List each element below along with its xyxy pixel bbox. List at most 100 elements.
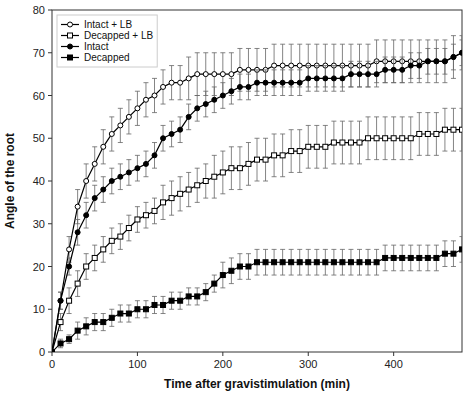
legend-label: Decapped + LB — [84, 30, 154, 41]
y-tick-label: 80 — [33, 4, 45, 16]
error-bar — [460, 237, 463, 263]
point — [126, 311, 131, 316]
point — [383, 255, 388, 260]
point — [178, 191, 183, 196]
x-tick-label: 300 — [299, 358, 317, 370]
error-bar — [263, 249, 268, 275]
point — [186, 187, 191, 192]
point — [306, 76, 311, 81]
error-bar — [417, 53, 422, 79]
error-bar — [143, 83, 148, 117]
y-tick-label: 60 — [33, 90, 45, 102]
error-bar — [331, 249, 336, 275]
error-bar — [442, 40, 447, 83]
legend-box — [57, 15, 157, 67]
legend-marker — [68, 55, 73, 60]
point — [451, 55, 456, 60]
point — [383, 136, 388, 141]
point — [280, 260, 285, 265]
error-bar — [272, 44, 277, 87]
point — [75, 328, 80, 333]
point — [101, 187, 106, 192]
series-line — [52, 249, 462, 352]
point — [58, 298, 63, 303]
point — [237, 264, 242, 269]
point — [297, 260, 302, 265]
error-bar — [289, 44, 294, 87]
error-bar — [246, 48, 251, 91]
error-bar — [280, 249, 285, 275]
error-bar — [374, 117, 379, 160]
error-bar — [169, 292, 174, 309]
point — [212, 97, 217, 102]
point — [289, 260, 294, 265]
error-bar — [237, 48, 242, 91]
point — [58, 320, 63, 325]
point — [460, 247, 463, 252]
point — [75, 204, 80, 209]
point — [195, 294, 200, 299]
error-bar — [169, 181, 174, 215]
point — [220, 273, 225, 278]
point — [229, 166, 234, 171]
point — [331, 76, 336, 81]
x-tick — [52, 352, 53, 356]
error-bar — [101, 237, 106, 263]
point — [195, 106, 200, 111]
point — [255, 260, 260, 265]
point — [52, 350, 55, 353]
point — [195, 183, 200, 188]
point — [366, 72, 371, 77]
point — [67, 337, 72, 342]
error-bar — [442, 108, 447, 151]
error-bar — [425, 48, 430, 74]
y-tick-label: 20 — [33, 261, 45, 273]
point — [374, 72, 379, 77]
error-bar — [383, 40, 388, 83]
error-bar — [126, 160, 131, 186]
error-bar — [126, 215, 131, 241]
point — [272, 80, 277, 85]
error-bar — [280, 44, 285, 87]
error-bar — [92, 147, 97, 181]
point — [220, 93, 225, 98]
error-bar — [109, 168, 114, 194]
error-bar — [186, 104, 191, 130]
error-bar — [101, 130, 106, 164]
error-bar — [143, 151, 148, 177]
point — [246, 161, 251, 166]
point — [442, 59, 447, 64]
point — [289, 80, 294, 85]
point — [67, 298, 72, 303]
error-bar — [289, 70, 294, 96]
error-bar — [84, 202, 89, 228]
x-axis-label: Time after gravistimulation (min) — [164, 377, 350, 391]
x-tick — [137, 352, 138, 356]
point — [280, 153, 285, 158]
error-bar — [434, 245, 439, 271]
error-bar — [314, 125, 319, 168]
y-tick — [48, 181, 52, 182]
chart: 010020030040001020304050607080Time after… — [0, 0, 474, 396]
point — [434, 131, 439, 136]
error-bar — [84, 254, 89, 280]
error-bar — [391, 245, 396, 271]
error-bar — [135, 207, 140, 233]
point — [152, 153, 157, 158]
point — [229, 268, 234, 273]
point — [101, 320, 106, 325]
point — [118, 174, 123, 179]
error-bar — [92, 314, 97, 331]
error-bar — [75, 190, 80, 224]
error-bar — [434, 48, 439, 74]
point — [237, 67, 242, 72]
error-bar — [75, 271, 80, 297]
error-bar — [67, 335, 72, 344]
point — [374, 260, 379, 265]
error-bar — [391, 40, 396, 83]
point — [178, 298, 183, 303]
point — [52, 350, 55, 353]
error-bar — [237, 74, 242, 100]
error-bar — [417, 245, 422, 271]
point — [92, 320, 97, 325]
